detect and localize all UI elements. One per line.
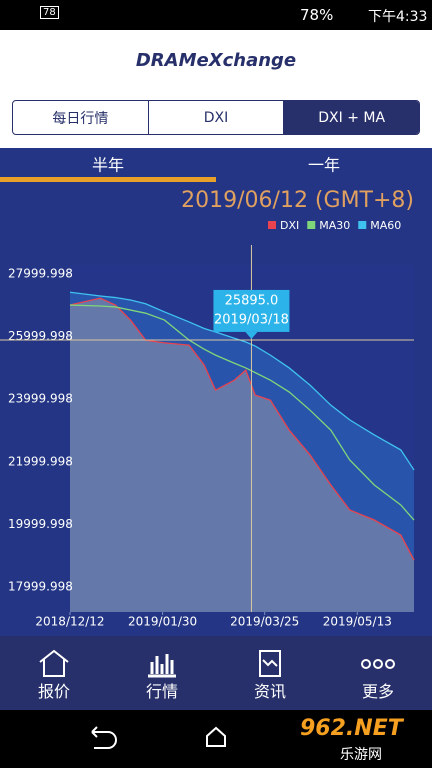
y-tick-label: 17999.998 — [8, 579, 73, 593]
bottom-nav: 报价 行情 资讯 更多 — [0, 636, 432, 710]
y-tick-label: 21999.998 — [8, 454, 73, 468]
watermark: 乐游网 — [340, 747, 382, 763]
watermark: 962.NET — [300, 716, 403, 741]
legend-swatch — [358, 221, 367, 229]
date-title: 2019/06/12 (GMT+8) — [181, 188, 414, 213]
battery: 78% — [300, 6, 334, 24]
icon — [148, 654, 176, 678]
badge: 78 — [40, 6, 59, 19]
system-icons — [91, 726, 226, 749]
tooltip-value: 25895.0 — [225, 293, 279, 308]
legend-label: MA30 — [319, 219, 350, 232]
legend-label: DXI — [280, 219, 299, 232]
tooltip-arrow — [245, 331, 258, 339]
status-bar: 78 78% 下午4:33 — [0, 0, 432, 30]
icon — [39, 649, 69, 677]
series-line — [69, 297, 415, 561]
tooltip — [213, 289, 290, 332]
nav-item[interactable]: 资讯 — [216, 636, 324, 710]
nav-label: 报价 — [37, 682, 70, 701]
nav-label: 资讯 — [253, 682, 286, 701]
period-underline — [0, 177, 216, 182]
tab[interactable]: DXI — [147, 101, 284, 134]
x-tick-label: 2019/05/13 — [323, 615, 392, 629]
chart: 半年 一年 2019/06/12 (GMT+8) DXI MA30 MA60 1799… — [0, 148, 432, 636]
area — [70, 298, 414, 612]
icon — [259, 650, 281, 677]
y-tick-label: 27999.998 — [8, 267, 73, 281]
nav-item[interactable]: 更多 — [324, 636, 432, 710]
system-nav: 962.NET 乐游网 — [0, 710, 432, 768]
nav-item[interactable]: 报价 — [0, 636, 108, 710]
y-tick-label: 25999.998 — [8, 329, 73, 343]
x-tick-label: 2018/12/12 — [35, 615, 104, 629]
clock: 下午4:33 — [368, 9, 428, 25]
logo: DRAMeXchange — [135, 50, 297, 71]
period-tab[interactable]: 一年 — [308, 156, 340, 175]
legend-swatch — [307, 221, 316, 229]
x-tick-label: 2019/03/25 — [230, 615, 299, 629]
tab[interactable]: 每日行情 — [52, 110, 109, 127]
y-tick-label: 23999.998 — [8, 392, 73, 406]
y-tick-label: 19999.998 — [8, 517, 73, 531]
legend-label: MA60 — [370, 219, 401, 232]
legend-swatch — [268, 221, 276, 229]
series-line — [69, 304, 415, 521]
tooltip-date: 2019/03/18 — [214, 312, 289, 327]
nav-label: 更多 — [361, 682, 394, 701]
header: DRAMeXchange — [0, 30, 432, 88]
x-tick-label: 2019/01/30 — [128, 615, 197, 629]
nav-label: 行情 — [145, 682, 178, 701]
period-tab[interactable]: 半年 — [92, 156, 124, 175]
icon — [361, 659, 395, 669]
tab[interactable]: DXI + MA — [283, 101, 419, 134]
tab-bar: 每日行情 DXI DXI + MA — [12, 100, 420, 135]
nav-item[interactable]: 行情 — [108, 636, 216, 710]
